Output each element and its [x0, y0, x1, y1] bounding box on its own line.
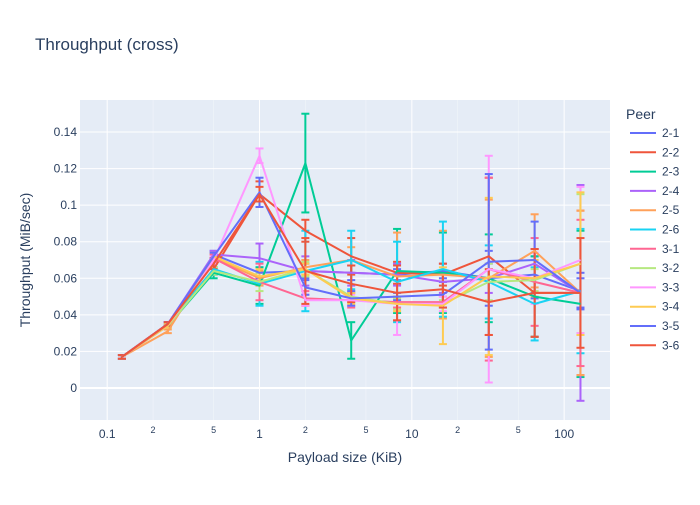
legend-item-2-2: 2-2: [630, 145, 680, 159]
series-line-3-5: [121, 191, 582, 358]
y-tick-label: 0.1: [60, 198, 77, 212]
legend-label: 3-2: [662, 261, 680, 275]
x-minor-tick-label: 2: [455, 425, 460, 435]
x-axis-title: Payload size (KiB): [288, 449, 402, 465]
legend-label: 3-4: [662, 300, 680, 314]
x-minor-tick-label: 5: [211, 425, 216, 435]
x-tick-label: 100: [554, 427, 574, 441]
y-tick-label: 0.04: [54, 308, 78, 322]
series-line-2-6: [121, 259, 581, 358]
legend-label: 2-2: [662, 145, 680, 159]
x-minor-tick-label: 5: [363, 425, 368, 435]
legend-item-3-1: 3-1: [630, 242, 680, 256]
legend-label: 3-3: [662, 280, 680, 294]
legend: Peer 2-1 2-2 2-3 2-4 2-5 2-6 3-1 3-2 3-3 3-4 3-5 3-…: [626, 106, 680, 352]
legend-label: 2-1: [662, 126, 680, 140]
legend-item-2-6: 2-6: [630, 223, 680, 237]
x-tick-label: 1: [256, 427, 263, 441]
x-minor-tick-label: 5: [516, 425, 521, 435]
legend-item-3-5: 3-5: [630, 319, 680, 333]
x-tick-label: 0.1: [99, 427, 116, 441]
legend-label: 2-4: [662, 184, 680, 198]
gridlines: [80, 100, 610, 420]
x-minor-tick-label: 2: [151, 425, 156, 435]
y-tick-label: 0.08: [54, 235, 78, 249]
y-tick-label: 0.12: [54, 162, 78, 176]
series-line-3-6: [121, 193, 581, 358]
y-tick-label: 0.02: [54, 344, 78, 358]
legend-label: 2-3: [662, 165, 680, 179]
axes: 0 0.02 0.04 0.06 0.08 0.1 0.12 0.14 0.1 1 10 100 2 5 2…: [54, 125, 575, 441]
series-line-3-2: [121, 262, 581, 358]
legend-item-3-4: 3-4: [630, 300, 680, 314]
series-lines: [121, 154, 582, 358]
legend-label: 2-6: [662, 223, 680, 237]
y-tick-label: 0.14: [54, 125, 78, 139]
y-tick-label: 0.06: [54, 271, 78, 285]
series-line-3-3: [121, 154, 581, 358]
legend-label: 3-1: [662, 242, 680, 256]
chart-title: Throughput (cross): [35, 35, 179, 54]
legend-title: Peer: [626, 106, 656, 122]
y-tick-label: 0: [70, 381, 77, 395]
legend-label: 3-6: [662, 338, 680, 352]
y-axis-title: Throughput (MiB/sec): [17, 193, 33, 328]
x-minor-tick-label: 2: [303, 425, 308, 435]
legend-item-2-1: 2-1: [630, 126, 680, 140]
legend-item-3-3: 3-3: [630, 280, 680, 294]
legend-item-2-5: 2-5: [630, 203, 680, 217]
legend-label: 2-5: [662, 203, 680, 217]
legend-item-2-4: 2-4: [630, 184, 680, 198]
legend-item-3-2: 3-2: [630, 261, 680, 275]
legend-item-2-3: 2-3: [630, 165, 680, 179]
legend-item-3-6: 3-6: [630, 338, 680, 352]
x-tick-label: 10: [405, 427, 419, 441]
legend-label: 3-5: [662, 319, 680, 333]
